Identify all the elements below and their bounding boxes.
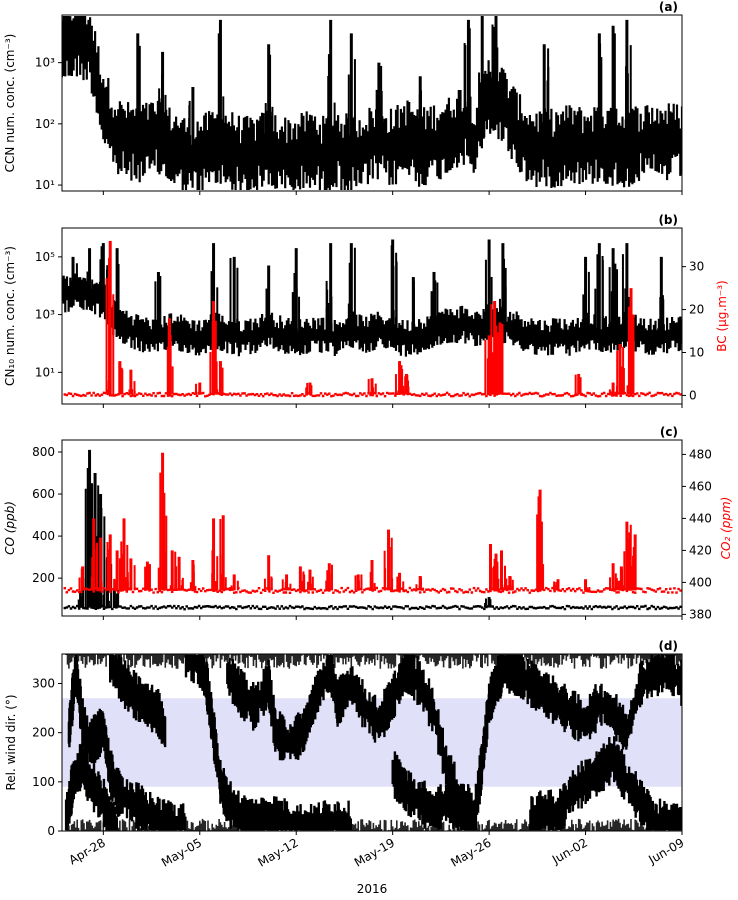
data-trace (67, 655, 187, 830)
y-tick-label: 10¹ (35, 365, 55, 379)
y-tick-label: 10³ (35, 308, 55, 322)
y-tick-label: 400 (32, 529, 55, 543)
axes-frame (61, 227, 683, 405)
x-tick-label: May-26 (448, 835, 493, 869)
panel-c: 200 400 600 800 380 400 420 440 460 480 CO₂ (ppm) C… (3, 425, 733, 621)
y-tick-label: 200 (32, 571, 55, 585)
data-trace (64, 742, 118, 830)
y-tick-label: 10⁵ (35, 250, 55, 264)
plot-area-d (62, 654, 682, 831)
x-tick-label: May-19 (352, 835, 397, 869)
axes-frame (61, 653, 683, 832)
data-baseline-CO (63, 604, 682, 611)
y-tick-label: 100 (32, 775, 55, 789)
y2-tick-label: 10 (689, 345, 704, 359)
y2-tick-label: 480 (689, 447, 712, 461)
panel-a: 10¹ 10² 10³ CCN num. conc. (cm⁻³) (a) (3, 0, 683, 195)
panel-label: (d) (658, 639, 678, 653)
data-trace (109, 655, 167, 748)
y-tick-label: 10¹ (35, 178, 55, 192)
y-tick-label: 300 (32, 677, 55, 691)
y2-tick-label: 400 (689, 575, 712, 589)
plot-area-c (63, 449, 682, 611)
axes-frame (61, 439, 683, 617)
x-axis-label: 2016 (357, 882, 388, 896)
y2-tick-label: 0 (689, 388, 697, 402)
y2-tick-label: 30 (689, 260, 704, 274)
x-tick-label: Jun-09 (645, 835, 686, 867)
panel-b: 10¹ 10³ 10⁵ 0 10 20 30 BC (µg.m⁻³) CN₁₀ num. con… (3, 213, 729, 408)
panel-label: (c) (660, 425, 678, 439)
data-trace (226, 655, 682, 830)
series-bc (63, 240, 682, 398)
y-axis-label: Rel. wind dir. (°) (4, 694, 18, 790)
y-tick-label: 600 (32, 487, 55, 501)
y-axis-label: CCN num. conc. (cm⁻³) (3, 34, 17, 173)
y-tick-label: 10² (35, 117, 55, 131)
y2-tick-label: 20 (689, 303, 704, 317)
y-axis-label: CN₁₀ num. conc. (cm⁻³) (3, 246, 17, 386)
panel-label: (b) (658, 213, 678, 227)
axes-frame (61, 14, 683, 192)
y-tick-label: 10³ (35, 56, 55, 70)
x-tick-label: May-05 (159, 835, 204, 869)
y2-tick-label: 380 (689, 607, 712, 621)
y2-axis-label: BC (µg.m⁻³) (715, 280, 729, 351)
series-ccn (62, 16, 682, 190)
y2-axis-label: CO₂ (ppm) (719, 497, 733, 560)
y-tick-label: 200 (32, 726, 55, 740)
y2-tick-label: 440 (689, 511, 712, 525)
x-axis: Apr-28 May-05 May-12 May-19 May-26 Jun-02 Jun-… (67, 835, 687, 896)
x-tick-label: May-12 (255, 835, 300, 869)
data-band-CCN (62, 16, 682, 190)
panel-d: 0 100 200 300 Rel. wind dir. (°) (d) (4, 639, 683, 838)
data-trace (391, 751, 476, 830)
panel-label: (a) (659, 0, 678, 14)
series-co2 (63, 452, 682, 594)
plot-area-b (62, 239, 682, 398)
y-tick-label: 0 (47, 824, 55, 838)
x-tick-label: Jun-02 (549, 835, 590, 867)
series-cn10 (62, 239, 682, 357)
y2-tick-label: 460 (689, 479, 712, 493)
x-tick-label: Apr-28 (67, 835, 108, 867)
plot-area-a (62, 16, 682, 190)
y-tick-label: 800 (32, 445, 55, 459)
y-axis-label: CO (ppb) (3, 501, 17, 555)
y2-tick-label: 420 (689, 543, 712, 557)
